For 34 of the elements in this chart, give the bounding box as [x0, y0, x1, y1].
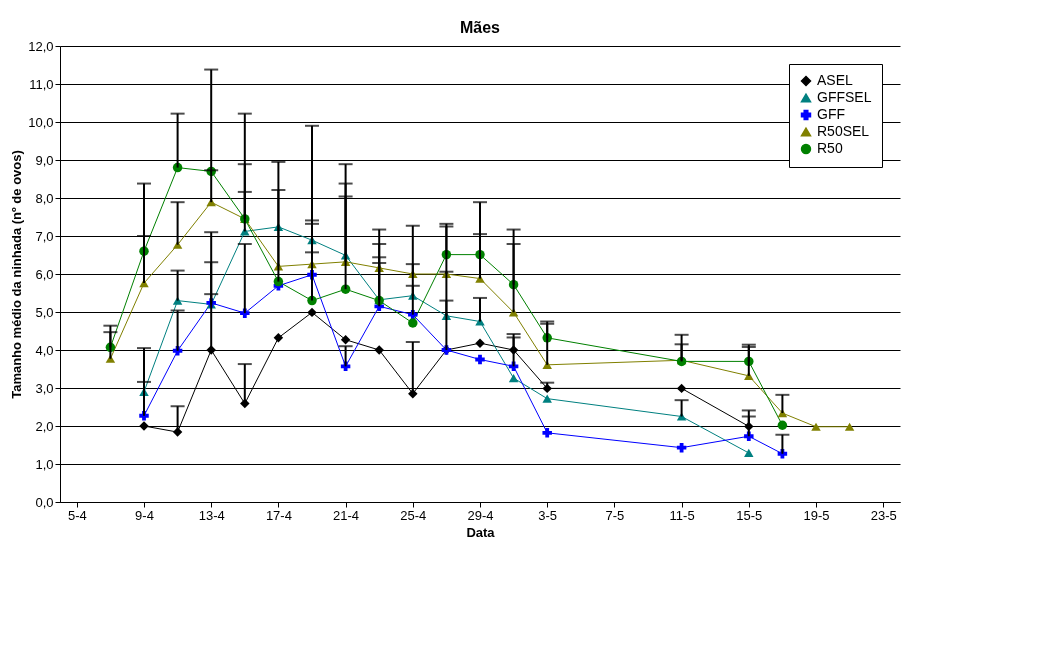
y-tick-label: 7,0 — [35, 228, 54, 244]
x-tick-label: 3-5 — [538, 507, 558, 523]
x-tick-label: 9-4 — [135, 507, 154, 523]
y-tick-label: 11,0 — [29, 76, 54, 92]
x-tick-label: 29-4 — [467, 507, 494, 523]
x-tick-label: 25-4 — [400, 507, 427, 523]
legend-label: R50SEL — [817, 123, 870, 139]
y-tick-label: 2,0 — [35, 418, 54, 434]
y-tick-label: 5,0 — [35, 304, 54, 320]
chart-title: Mães — [459, 19, 501, 36]
x-tick-label: 7-5 — [605, 507, 625, 523]
x-tick-label: 13-4 — [198, 507, 225, 523]
y-tick-label: 8,0 — [35, 190, 54, 206]
legend-label: GFFSEL — [817, 89, 872, 105]
x-tick-label: 5-4 — [67, 507, 87, 523]
x-axis-title: Data — [466, 524, 496, 540]
y-tick-label: 10,0 — [28, 114, 54, 130]
legend-label: GFF — [817, 106, 845, 122]
legend-label: ASEL — [817, 72, 854, 88]
x-tick-label: 23-5 — [870, 507, 897, 523]
x-tick-label: 15-5 — [736, 507, 763, 523]
x-tick-label: 21-4 — [333, 507, 360, 523]
y-tick-label: 4,0 — [35, 342, 54, 358]
y-tick-label: 6,0 — [35, 266, 54, 282]
y-tick-label: 0,0 — [35, 494, 54, 510]
y-tick-label: 1,0 — [35, 456, 54, 472]
legend-label: R50 — [817, 140, 843, 156]
y-axis-title: Tamanho médio da ninhada (nº de ovos) — [9, 150, 25, 399]
x-tick-label: 19-5 — [803, 507, 830, 523]
x-tick-label: 11-5 — [669, 507, 695, 523]
x-tick-label: 17-4 — [265, 507, 292, 523]
y-tick-label: 3,0 — [35, 380, 54, 396]
y-tick-label: 9,0 — [35, 152, 54, 168]
y-tick-label: 12,0 — [28, 38, 54, 54]
